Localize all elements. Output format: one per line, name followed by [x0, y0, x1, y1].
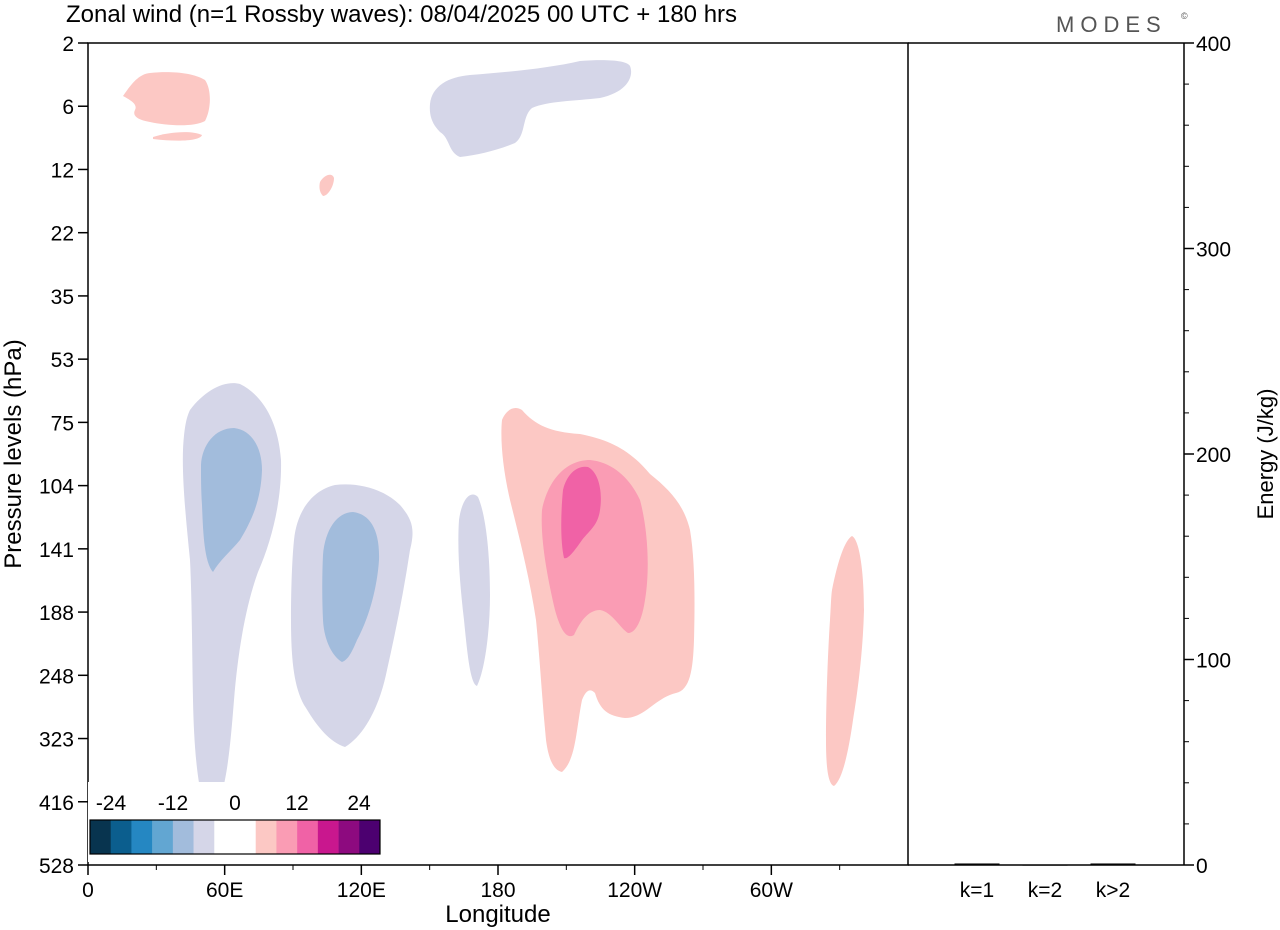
colorbar-label: 12 — [285, 792, 308, 815]
energy-tick-label: 300 — [1196, 239, 1231, 262]
colorbar-label: 0 — [229, 792, 241, 815]
colorbar-outline — [89, 819, 381, 855]
energy-bars: k=1 k=2 k>2 — [954, 863, 1136, 902]
y-tick-label: 6 — [62, 96, 74, 119]
y-tick-label: 35 — [51, 286, 74, 309]
colorbar-swatch — [152, 820, 174, 854]
brand-logo: MODES — [1056, 12, 1167, 37]
colorbar-swatch — [172, 820, 194, 854]
contour-regions — [123, 60, 864, 820]
y-tick-label: 188 — [39, 602, 74, 625]
energy-category-label: k=1 — [960, 879, 994, 902]
energy-bar — [1090, 863, 1136, 866]
y-tick-label: 75 — [51, 412, 74, 435]
positive-anomaly-region — [561, 466, 601, 559]
colorbar-legend: -24 -12 0 12 24 — [88, 782, 382, 862]
colorbar-swatch — [338, 820, 360, 854]
y-tick-label: 22 — [51, 223, 74, 246]
colorbar-label: 24 — [347, 792, 371, 815]
energy-axis-label: Energy (J/kg) — [1253, 389, 1278, 520]
colorbar-swatch — [235, 820, 257, 854]
y-tick-label: 323 — [39, 729, 74, 752]
energy-tick-label: 200 — [1196, 444, 1231, 467]
energy-tick-label: 400 — [1196, 33, 1231, 56]
negative-anomaly-region — [429, 60, 632, 157]
energy-bar — [954, 863, 1000, 866]
x-tick-label: 120W — [607, 879, 662, 902]
energy-category-label: k>2 — [1096, 879, 1130, 902]
negative-anomaly-region — [458, 494, 490, 686]
x-tick-label: 180 — [480, 879, 515, 902]
colorbar-swatch — [276, 820, 298, 854]
colorbar-swatch — [131, 820, 153, 854]
x-tick-label: 60W — [750, 879, 793, 902]
brand-copyright-mark: © — [1181, 11, 1188, 21]
x-tick-label: 60E — [206, 879, 243, 902]
energy-tick-label: 100 — [1196, 650, 1231, 673]
positive-anomaly-region — [826, 536, 864, 786]
chart-title: Zonal wind (n=1 Rossby waves): 08/04/202… — [66, 1, 737, 28]
colorbar-label: -24 — [96, 792, 127, 815]
positive-anomaly-region — [123, 72, 210, 126]
x-tick-label: 120E — [337, 879, 386, 902]
negative-anomaly-region — [201, 428, 262, 572]
colorbar-swatch — [297, 820, 319, 854]
colorbar-swatch — [317, 820, 339, 854]
negative-anomaly-region — [322, 512, 380, 662]
y-axis: 2 6 12 22 35 53 75 104 141 188 248 323 416 528 — [39, 33, 88, 878]
y-tick-label: 416 — [39, 792, 74, 815]
x-axis-label: Longitude — [445, 901, 550, 928]
colorbar-swatch — [214, 820, 236, 854]
energy-tick-label: 0 — [1196, 855, 1208, 878]
colorbar-swatch — [255, 820, 277, 854]
y-tick-label: 248 — [39, 665, 74, 688]
positive-anomaly-region — [319, 174, 334, 196]
y-tick-label: 141 — [39, 539, 74, 562]
y-tick-label: 528 — [39, 855, 74, 878]
colorbar-swatch — [359, 820, 381, 854]
x-axis: 0 60E 120E 180 120W 60W — [82, 865, 841, 902]
positive-anomaly-region — [153, 132, 202, 141]
colorbar-swatch — [110, 820, 132, 854]
x-tick-label: 0 — [82, 879, 94, 902]
colorbar-swatch — [90, 820, 112, 854]
y-tick-label: 104 — [39, 476, 74, 499]
y-tick-label: 12 — [51, 159, 74, 182]
colorbar-label: -12 — [158, 792, 188, 815]
y-tick-label: 2 — [62, 33, 74, 56]
energy-category-label: k=2 — [1028, 879, 1062, 902]
energy-axis: 0 100 200 300 400 — [1184, 33, 1231, 878]
y-tick-label: 53 — [51, 349, 74, 372]
y-axis-label: Pressure levels (hPa) — [0, 339, 27, 568]
colorbar-swatch — [193, 820, 215, 854]
